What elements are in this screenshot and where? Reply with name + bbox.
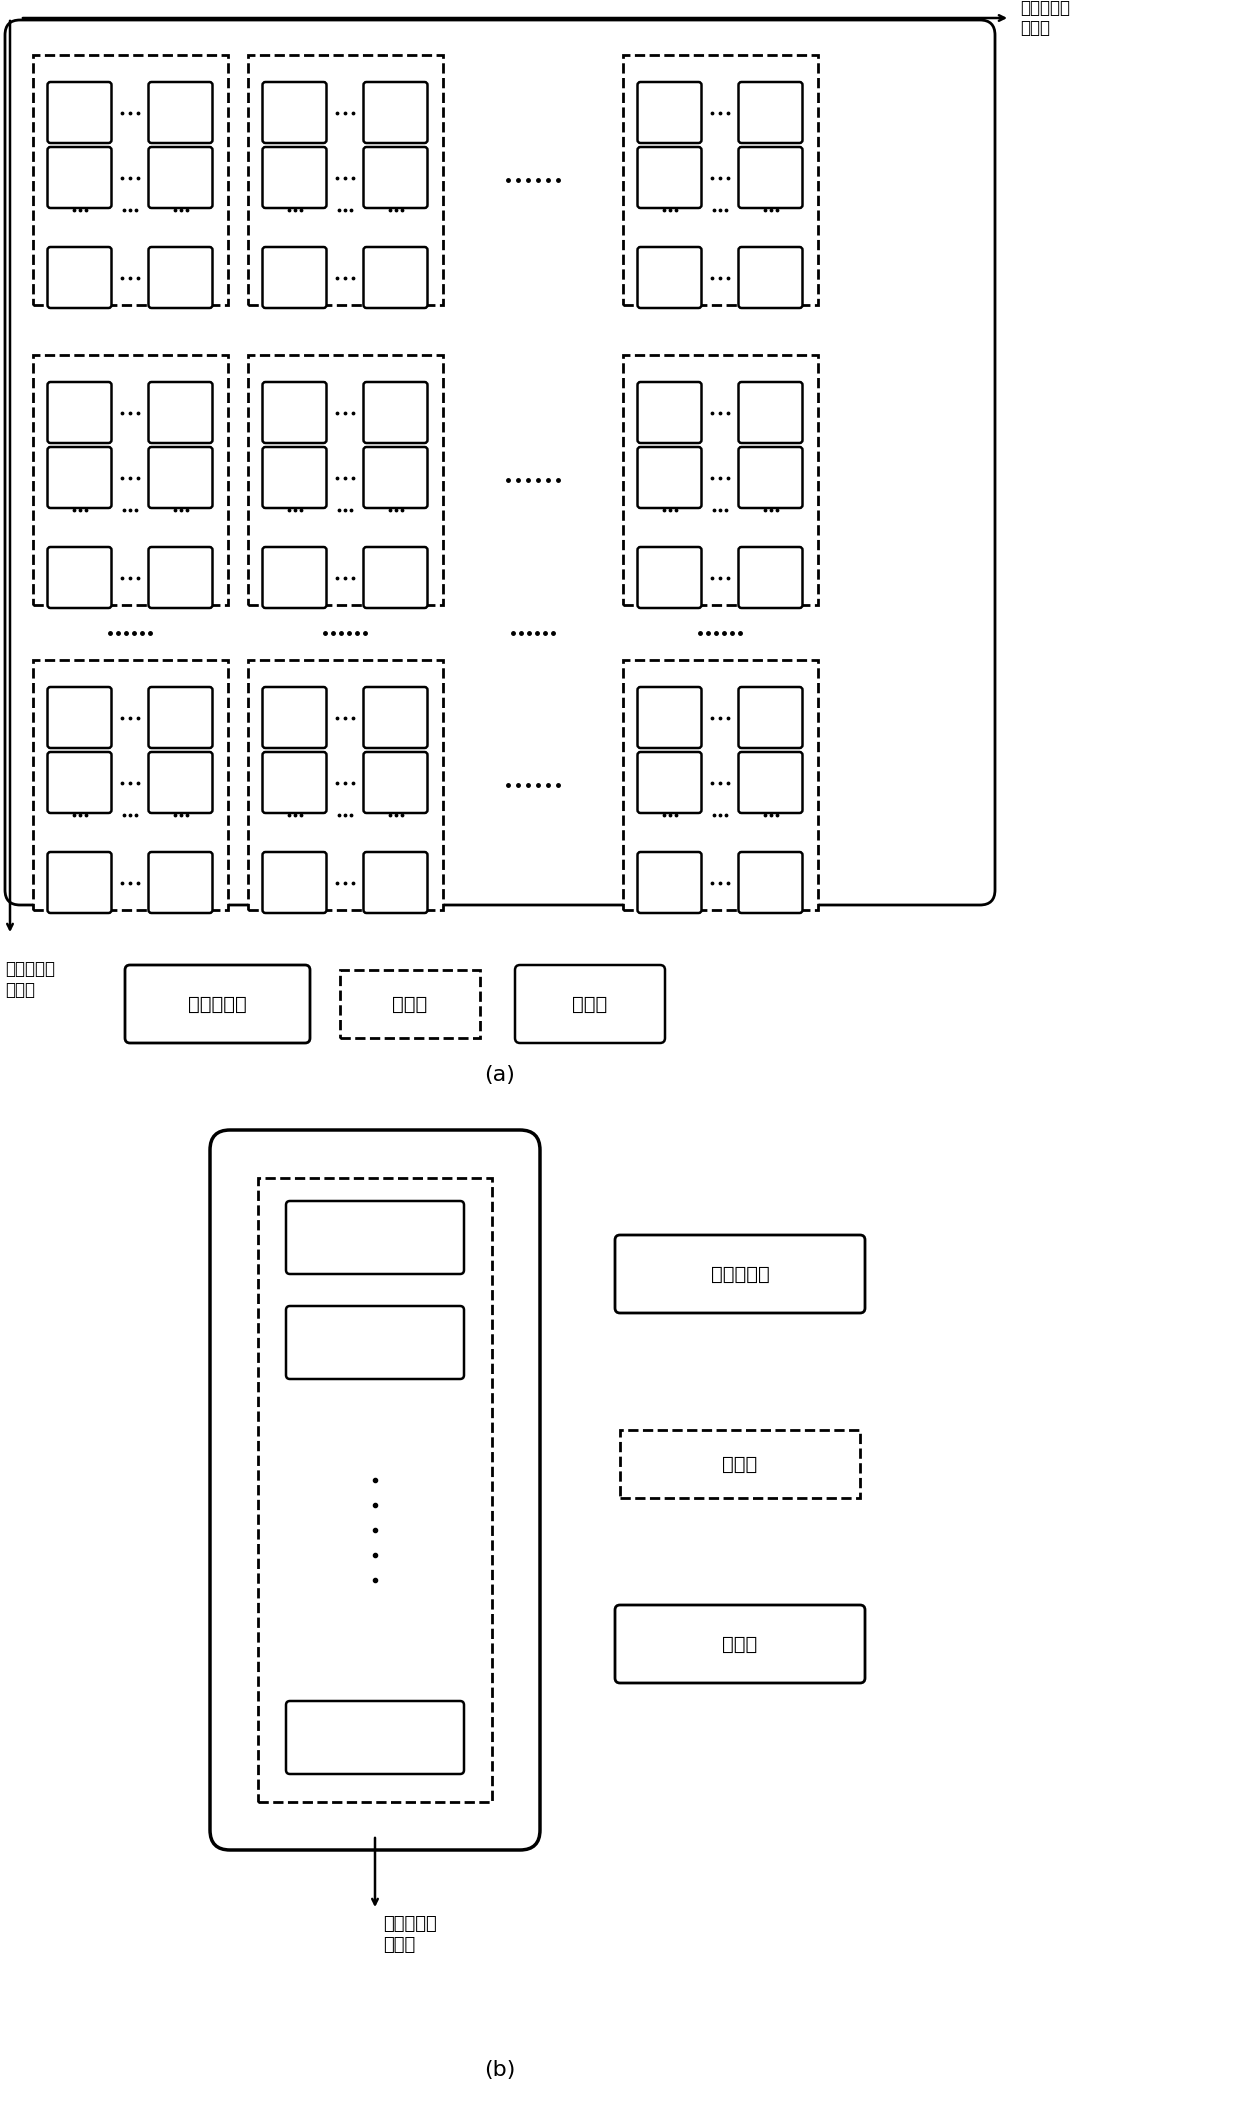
- FancyBboxPatch shape: [263, 686, 326, 748]
- Text: 工作组: 工作组: [723, 1455, 758, 1474]
- FancyBboxPatch shape: [739, 447, 802, 508]
- FancyBboxPatch shape: [637, 146, 702, 208]
- FancyBboxPatch shape: [363, 851, 428, 913]
- FancyBboxPatch shape: [263, 447, 326, 508]
- FancyBboxPatch shape: [739, 381, 802, 443]
- FancyBboxPatch shape: [637, 248, 702, 307]
- FancyBboxPatch shape: [363, 686, 428, 748]
- Text: 工作项全局
列索引: 工作项全局 列索引: [1021, 0, 1070, 38]
- Text: 工作项: 工作项: [723, 1635, 758, 1654]
- FancyBboxPatch shape: [515, 966, 665, 1042]
- Text: 工作项: 工作项: [573, 995, 608, 1015]
- FancyBboxPatch shape: [363, 83, 428, 144]
- Text: 工作项全局
行索引: 工作项全局 行索引: [383, 1915, 436, 1953]
- FancyBboxPatch shape: [739, 851, 802, 913]
- FancyBboxPatch shape: [622, 55, 817, 305]
- FancyBboxPatch shape: [47, 381, 112, 443]
- Text: 全体工作项: 全体工作项: [188, 995, 247, 1015]
- FancyBboxPatch shape: [637, 686, 702, 748]
- FancyBboxPatch shape: [47, 447, 112, 508]
- FancyBboxPatch shape: [286, 1307, 464, 1379]
- Text: 全体工作项: 全体工作项: [711, 1264, 769, 1284]
- FancyBboxPatch shape: [637, 546, 702, 608]
- FancyBboxPatch shape: [47, 851, 112, 913]
- FancyBboxPatch shape: [32, 356, 227, 606]
- Text: (b): (b): [485, 2061, 516, 2080]
- FancyBboxPatch shape: [363, 248, 428, 307]
- FancyBboxPatch shape: [286, 1701, 464, 1775]
- FancyBboxPatch shape: [637, 447, 702, 508]
- FancyBboxPatch shape: [47, 546, 112, 608]
- FancyBboxPatch shape: [622, 356, 817, 606]
- FancyBboxPatch shape: [739, 146, 802, 208]
- FancyBboxPatch shape: [47, 248, 112, 307]
- FancyBboxPatch shape: [340, 970, 480, 1038]
- FancyBboxPatch shape: [263, 851, 326, 913]
- FancyBboxPatch shape: [149, 546, 212, 608]
- FancyBboxPatch shape: [32, 661, 227, 911]
- FancyBboxPatch shape: [149, 686, 212, 748]
- FancyBboxPatch shape: [739, 686, 802, 748]
- FancyBboxPatch shape: [739, 752, 802, 813]
- FancyBboxPatch shape: [637, 851, 702, 913]
- FancyBboxPatch shape: [363, 752, 428, 813]
- FancyBboxPatch shape: [47, 146, 112, 208]
- FancyBboxPatch shape: [263, 546, 326, 608]
- FancyBboxPatch shape: [622, 661, 817, 911]
- FancyBboxPatch shape: [615, 1235, 866, 1313]
- FancyBboxPatch shape: [363, 381, 428, 443]
- FancyBboxPatch shape: [149, 752, 212, 813]
- FancyBboxPatch shape: [263, 248, 326, 307]
- FancyBboxPatch shape: [149, 83, 212, 144]
- FancyBboxPatch shape: [248, 356, 443, 606]
- FancyBboxPatch shape: [47, 83, 112, 144]
- FancyBboxPatch shape: [739, 546, 802, 608]
- FancyBboxPatch shape: [615, 1605, 866, 1684]
- FancyBboxPatch shape: [263, 381, 326, 443]
- FancyBboxPatch shape: [263, 83, 326, 144]
- FancyBboxPatch shape: [149, 248, 212, 307]
- FancyBboxPatch shape: [363, 146, 428, 208]
- FancyBboxPatch shape: [149, 851, 212, 913]
- FancyBboxPatch shape: [739, 248, 802, 307]
- FancyBboxPatch shape: [363, 546, 428, 608]
- FancyBboxPatch shape: [620, 1430, 861, 1497]
- Text: 工作组: 工作组: [392, 995, 428, 1015]
- FancyBboxPatch shape: [248, 661, 443, 911]
- FancyBboxPatch shape: [149, 447, 212, 508]
- FancyBboxPatch shape: [263, 146, 326, 208]
- FancyBboxPatch shape: [637, 752, 702, 813]
- FancyBboxPatch shape: [149, 146, 212, 208]
- FancyBboxPatch shape: [125, 966, 310, 1042]
- FancyBboxPatch shape: [149, 381, 212, 443]
- FancyBboxPatch shape: [263, 752, 326, 813]
- FancyBboxPatch shape: [248, 55, 443, 305]
- FancyBboxPatch shape: [286, 1201, 464, 1275]
- FancyBboxPatch shape: [637, 381, 702, 443]
- Text: 工作项全局
行索引: 工作项全局 行索引: [5, 959, 55, 1000]
- Text: (a): (a): [485, 1065, 516, 1084]
- FancyBboxPatch shape: [5, 19, 994, 904]
- FancyBboxPatch shape: [363, 447, 428, 508]
- FancyBboxPatch shape: [47, 686, 112, 748]
- FancyBboxPatch shape: [739, 83, 802, 144]
- FancyBboxPatch shape: [210, 1131, 539, 1849]
- FancyBboxPatch shape: [32, 55, 227, 305]
- FancyBboxPatch shape: [637, 83, 702, 144]
- FancyBboxPatch shape: [258, 1178, 492, 1802]
- FancyBboxPatch shape: [47, 752, 112, 813]
